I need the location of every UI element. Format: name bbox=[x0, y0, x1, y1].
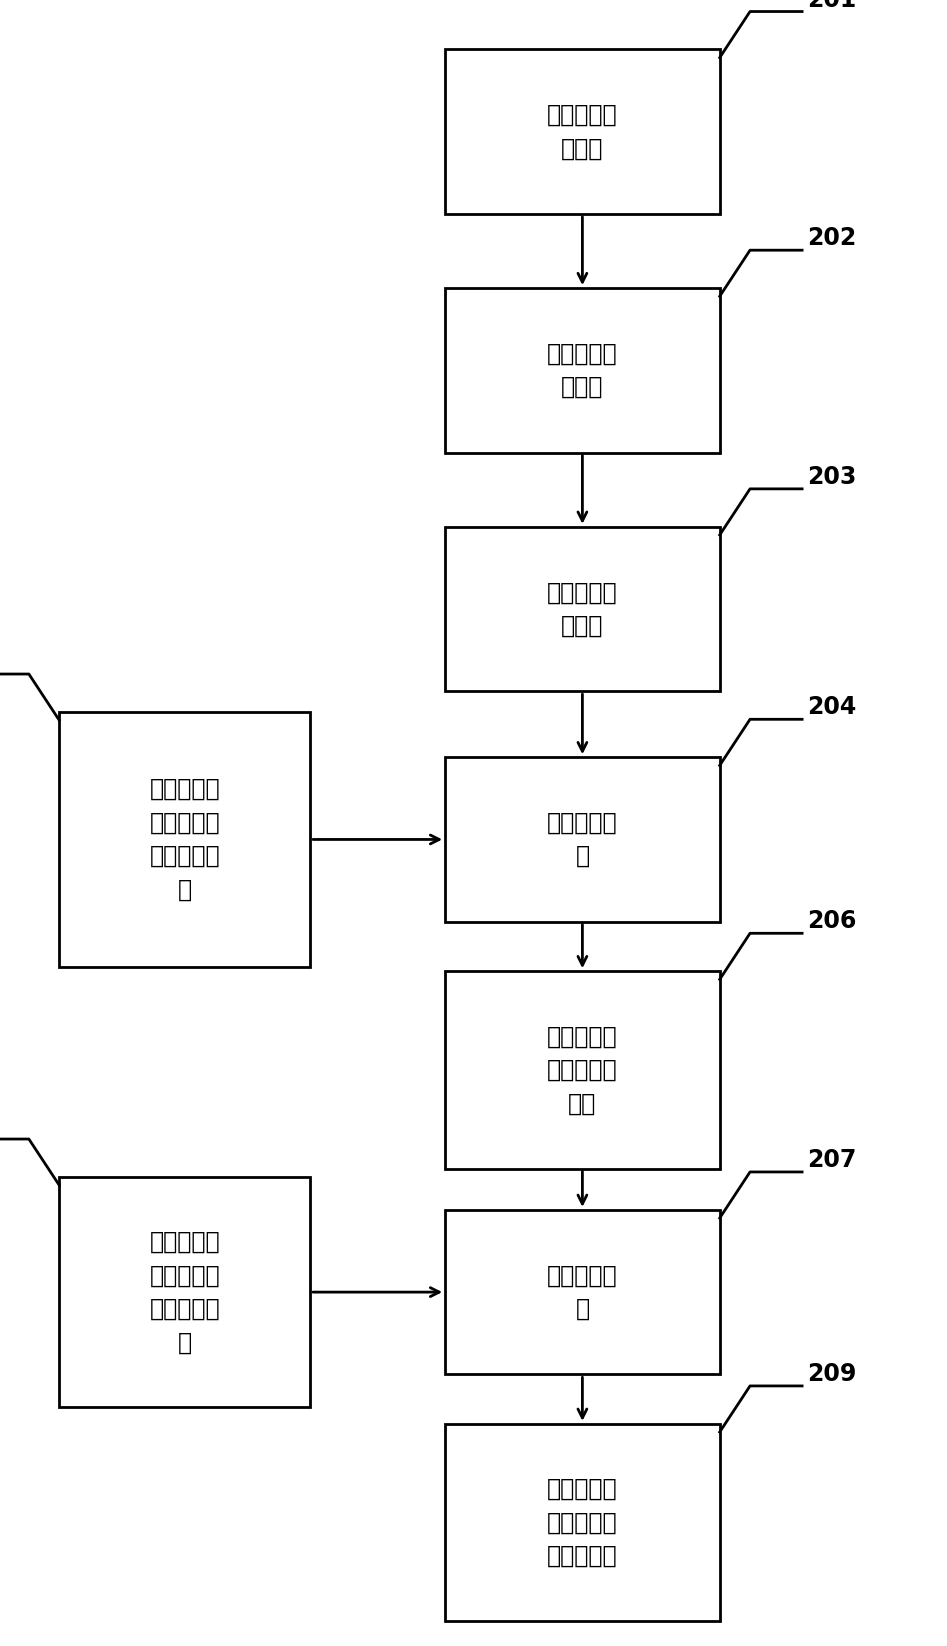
Text: 207: 207 bbox=[807, 1147, 856, 1172]
Text: 不符合国家
标准的加油
站确定模块: 不符合国家 标准的加油 站确定模块 bbox=[547, 1476, 617, 1569]
Text: 203: 203 bbox=[807, 464, 856, 489]
Text: 符合国家标
准的加油站
第二确定模
块: 符合国家标 准的加油站 第二确定模 块 bbox=[150, 1230, 220, 1355]
Text: 201: 201 bbox=[807, 0, 856, 12]
Text: 202: 202 bbox=[807, 226, 856, 250]
Bar bbox=[445, 1424, 720, 1621]
Text: 第二判断模
块: 第二判断模 块 bbox=[547, 1264, 617, 1320]
Bar bbox=[59, 711, 311, 968]
Text: 加油情况确
定模块: 加油情况确 定模块 bbox=[547, 342, 617, 398]
Text: 实时数据获
取模块: 实时数据获 取模块 bbox=[547, 104, 617, 160]
Text: 204: 204 bbox=[807, 695, 856, 719]
Bar bbox=[445, 288, 720, 453]
Text: 位置信息确
定模块: 位置信息确 定模块 bbox=[547, 581, 617, 637]
Text: 符合国家标
准的加油站
第一确定模
块: 符合国家标 准的加油站 第一确定模 块 bbox=[150, 777, 220, 902]
Bar bbox=[445, 1210, 720, 1374]
Bar bbox=[445, 49, 720, 214]
Bar bbox=[445, 757, 720, 922]
Text: 209: 209 bbox=[807, 1361, 856, 1386]
Bar bbox=[445, 971, 720, 1169]
Bar bbox=[445, 527, 720, 691]
Text: 第一判断模
块: 第一判断模 块 bbox=[547, 811, 617, 867]
Text: 206: 206 bbox=[807, 909, 856, 933]
Text: 加油后的消
耗数据确定
模块: 加油后的消 耗数据确定 模块 bbox=[547, 1024, 617, 1116]
Bar bbox=[59, 1177, 311, 1407]
